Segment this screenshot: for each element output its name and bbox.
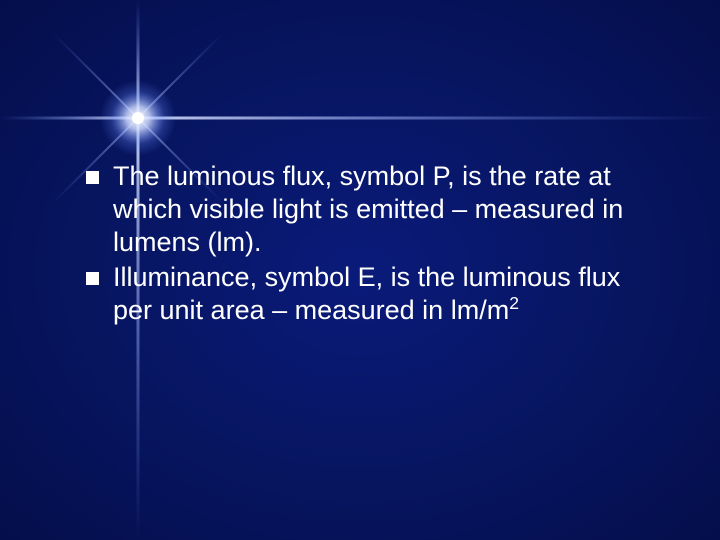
bullet-marker <box>86 171 99 184</box>
bullet-text: Illuminance, symbol E, is the luminous f… <box>113 261 660 327</box>
bullet-item: Illuminance, symbol E, is the luminous f… <box>86 261 660 327</box>
slide: The luminous flux, symbol P, is the rate… <box>0 0 720 540</box>
bullet-item: The luminous flux, symbol P, is the rate… <box>86 160 660 259</box>
bullet-marker <box>86 272 99 285</box>
bullet-text: The luminous flux, symbol P, is the rate… <box>113 160 660 259</box>
slide-content: The luminous flux, symbol P, is the rate… <box>86 160 660 329</box>
